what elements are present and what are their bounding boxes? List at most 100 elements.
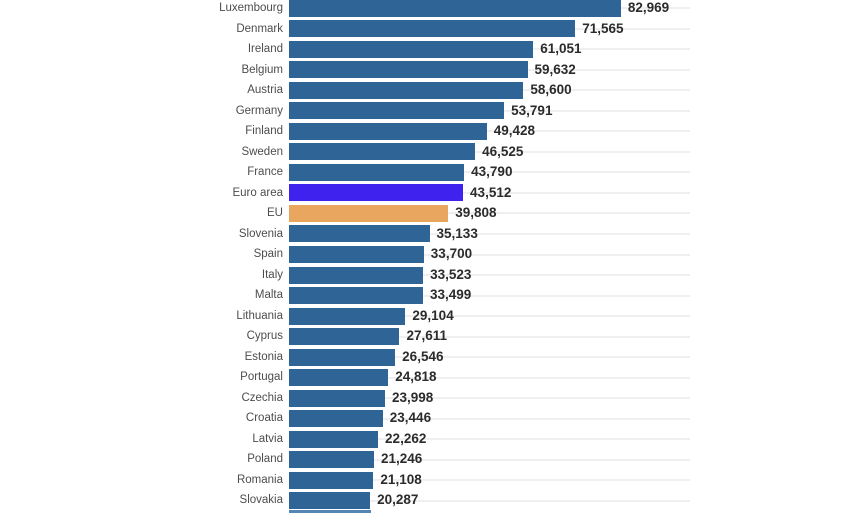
gridline	[289, 397, 690, 400]
bar[interactable]	[289, 0, 621, 17]
category-label: Poland	[247, 453, 283, 466]
bar[interactable]	[289, 245, 424, 263]
bar-row: Estonia 26,546	[0, 347, 860, 368]
bar[interactable]	[289, 61, 528, 79]
plot-area: 61,051	[289, 39, 860, 60]
bar-row: Portugal 24,818	[0, 367, 860, 388]
plot-area: 20,287	[289, 490, 860, 511]
bar-row: EU 39,808	[0, 203, 860, 224]
bar-row: Lithuania 29,104	[0, 306, 860, 327]
plot-area: 59,632	[289, 60, 860, 81]
bar[interactable]	[289, 163, 465, 181]
bar[interactable]	[289, 184, 464, 202]
value-label: 43,790	[471, 164, 513, 180]
plot-area: 29,104	[289, 306, 860, 327]
plot-area: 23,446	[289, 408, 860, 429]
bar[interactable]	[289, 389, 385, 407]
gridline	[289, 130, 690, 133]
category-label: Denmark	[236, 22, 283, 35]
bar-row: Luxembourg 82,969	[0, 0, 860, 19]
bar[interactable]	[289, 451, 374, 469]
bar[interactable]	[289, 328, 400, 346]
plot-area: 49,428	[289, 121, 860, 142]
category-label: Lithuania	[236, 309, 283, 322]
value-label: 82,969	[627, 0, 670, 15]
category-label: Latvia	[252, 432, 283, 445]
category-label: Slovenia	[238, 227, 283, 240]
bar[interactable]	[289, 266, 424, 284]
value-label: 21,246	[380, 451, 423, 467]
gridline	[289, 253, 690, 256]
bar[interactable]	[289, 307, 406, 325]
plot-area: 33,700	[289, 244, 860, 265]
bar-row: Finland 49,428	[0, 121, 860, 142]
bar-row: Poland 21,246	[0, 449, 860, 470]
gridline	[289, 458, 690, 461]
bar[interactable]	[289, 430, 379, 448]
bar-row: Romania 21,108	[0, 470, 860, 491]
value-label: 23,446	[389, 410, 432, 426]
bar[interactable]	[289, 348, 396, 366]
plot-area: 58,600	[289, 80, 860, 101]
category-label: Ireland	[247, 43, 283, 56]
gridline	[289, 499, 690, 502]
value-label: 58,600	[530, 82, 572, 98]
bar[interactable]	[289, 471, 374, 489]
gridline	[289, 335, 690, 338]
value-label: 33,700	[430, 246, 473, 262]
category-label: Czechia	[241, 391, 283, 404]
partial-cropped-bar[interactable]	[289, 510, 371, 513]
bar[interactable]	[289, 369, 389, 387]
bar[interactable]	[289, 143, 476, 161]
category-label: Romania	[236, 473, 283, 486]
value-label: 29,104	[412, 307, 454, 323]
bar[interactable]	[289, 81, 524, 99]
bar[interactable]	[289, 102, 505, 120]
category-label: Malta	[254, 289, 283, 302]
category-label: Portugal	[240, 371, 283, 384]
plot-area: 21,246	[289, 449, 860, 470]
bar[interactable]	[289, 492, 371, 510]
bar[interactable]	[289, 40, 534, 58]
gridline	[289, 479, 690, 482]
bar[interactable]	[289, 204, 449, 222]
value-label: 49,428	[493, 123, 535, 139]
category-label: Cyprus	[246, 330, 283, 343]
value-label: 33,523	[430, 266, 472, 282]
value-label: 27,611	[406, 328, 447, 344]
category-label: Belgium	[241, 63, 283, 76]
category-label: Germany	[235, 104, 283, 117]
bar[interactable]	[289, 20, 576, 38]
category-label: France	[247, 166, 283, 179]
category-label: EU	[267, 207, 283, 220]
bar[interactable]	[289, 287, 423, 305]
category-label: Slovakia	[239, 494, 283, 507]
plot-area: 53,791	[289, 101, 860, 122]
plot-area: 22,262	[289, 429, 860, 450]
bar[interactable]	[289, 122, 487, 140]
value-label: 33,499	[429, 287, 472, 303]
bar-row: Spain 33,700	[0, 244, 860, 265]
value-label: 35,133	[436, 225, 478, 241]
category-label: Italy	[261, 268, 283, 281]
gridline	[289, 212, 690, 215]
plot-area: 82,969	[289, 0, 860, 19]
plot-area: 33,523	[289, 265, 860, 286]
plot-area: 26,546	[289, 347, 860, 368]
plot-area: 35,133	[289, 224, 860, 245]
value-label: 20,287	[377, 492, 419, 508]
gridline	[289, 376, 690, 379]
bar[interactable]	[289, 410, 383, 428]
category-label: Austria	[247, 84, 283, 97]
gridline	[289, 191, 690, 194]
value-label: 39,808	[455, 205, 497, 221]
value-label: 59,632	[534, 61, 576, 77]
bar[interactable]	[289, 225, 430, 243]
category-label: Luxembourg	[219, 2, 283, 14]
plot-area: 46,525	[289, 142, 860, 163]
value-label: 23,998	[391, 389, 434, 405]
bar-row: Denmark 71,565	[0, 19, 860, 40]
bar-row: Germany 53,791	[0, 101, 860, 122]
category-label: Sweden	[241, 145, 283, 158]
value-label: 71,565	[582, 20, 624, 36]
